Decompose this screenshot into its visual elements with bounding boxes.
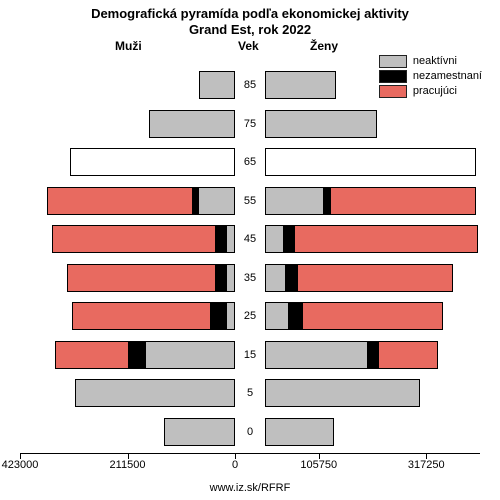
bar-women (265, 264, 480, 292)
segment-inactive (70, 148, 235, 176)
x-tick-label: 0 (232, 459, 238, 471)
bar-men (20, 418, 235, 446)
segment-unemployed (323, 187, 331, 215)
age-label: 75 (235, 110, 265, 138)
age-label: 85 (235, 71, 265, 99)
segment-inactive (265, 110, 377, 138)
source-label: www.iz.sk/RFRF (0, 482, 500, 494)
segment-working (47, 187, 192, 215)
segment-working (72, 302, 209, 330)
segment-unemployed (192, 187, 200, 215)
segment-inactive (164, 418, 235, 446)
age-label: 55 (235, 187, 265, 215)
pyramid-row: 45 (20, 225, 480, 253)
segment-inactive (149, 110, 235, 138)
segment-working (295, 225, 478, 253)
bar-women (265, 187, 480, 215)
segment-inactive (265, 341, 367, 369)
segment-working (379, 341, 437, 369)
x-tick-label: 423000 (2, 459, 39, 471)
pyramid-row: 55 (20, 187, 480, 215)
segment-inactive (265, 148, 476, 176)
segment-inactive (146, 341, 235, 369)
bar-women (265, 302, 480, 330)
segment-inactive (265, 418, 334, 446)
chart-title: Demografická pyramída podľa ekonomickej … (0, 0, 500, 39)
title-line-2: Grand Est, rok 2022 (189, 22, 311, 37)
segment-inactive (265, 302, 288, 330)
bar-women (265, 148, 480, 176)
segment-inactive (265, 379, 420, 407)
segment-working (331, 187, 476, 215)
segment-working (52, 225, 215, 253)
segment-working (67, 264, 214, 292)
segment-unemployed (285, 264, 298, 292)
segment-unemployed (210, 302, 228, 330)
segment-unemployed (215, 264, 228, 292)
x-tick-label: 211500 (110, 459, 146, 471)
age-label: 0 (235, 418, 265, 446)
bar-men (20, 187, 235, 215)
bar-women (265, 379, 480, 407)
pyramid-row: 5 (20, 379, 480, 407)
bar-men (20, 148, 235, 176)
bar-men (20, 302, 235, 330)
segment-inactive (227, 225, 235, 253)
bar-women (265, 341, 480, 369)
header-men: Muži (115, 39, 142, 53)
pyramid-row: 85 (20, 71, 480, 99)
segment-inactive (265, 71, 336, 99)
pyramid-row: 15 (20, 341, 480, 369)
age-label: 15 (235, 341, 265, 369)
segment-unemployed (215, 225, 228, 253)
bar-men (20, 341, 235, 369)
bar-women (265, 225, 480, 253)
segment-inactive (227, 264, 235, 292)
bar-women (265, 110, 480, 138)
bar-men (20, 110, 235, 138)
age-label: 25 (235, 302, 265, 330)
x-axis: 4230002115000105750317250 (20, 453, 480, 468)
pyramid-row: 35 (20, 264, 480, 292)
age-label: 35 (235, 264, 265, 292)
x-tick-label: 105750 (300, 459, 337, 471)
age-label: 45 (235, 225, 265, 253)
pyramid-row: 25 (20, 302, 480, 330)
segment-working (303, 302, 443, 330)
bar-men (20, 71, 235, 99)
pyramid-chart: 85 75 65 55 45 35 25 15 5 0 (20, 65, 480, 450)
x-tick-label: 317250 (408, 459, 445, 471)
segment-working (55, 341, 129, 369)
segment-inactive (199, 71, 235, 99)
segment-inactive (227, 302, 235, 330)
segment-inactive (265, 225, 283, 253)
pyramid-row: 75 (20, 110, 480, 138)
pyramid-row: 65 (20, 148, 480, 176)
segment-unemployed (288, 302, 303, 330)
bar-men (20, 379, 235, 407)
segment-unemployed (283, 225, 296, 253)
bar-men (20, 264, 235, 292)
header-age: Vek (238, 39, 259, 53)
segment-unemployed (128, 341, 146, 369)
segment-working (298, 264, 453, 292)
bar-women (265, 71, 480, 99)
age-label: 5 (235, 379, 265, 407)
title-line-1: Demografická pyramída podľa ekonomickej … (91, 6, 409, 21)
header-women: Ženy (310, 39, 338, 53)
pyramid-row: 0 (20, 418, 480, 446)
segment-inactive (75, 379, 235, 407)
segment-inactive (199, 187, 235, 215)
segment-inactive (265, 264, 285, 292)
segment-inactive (265, 187, 323, 215)
bar-women (265, 418, 480, 446)
bar-men (20, 225, 235, 253)
segment-unemployed (367, 341, 380, 369)
age-label: 65 (235, 148, 265, 176)
